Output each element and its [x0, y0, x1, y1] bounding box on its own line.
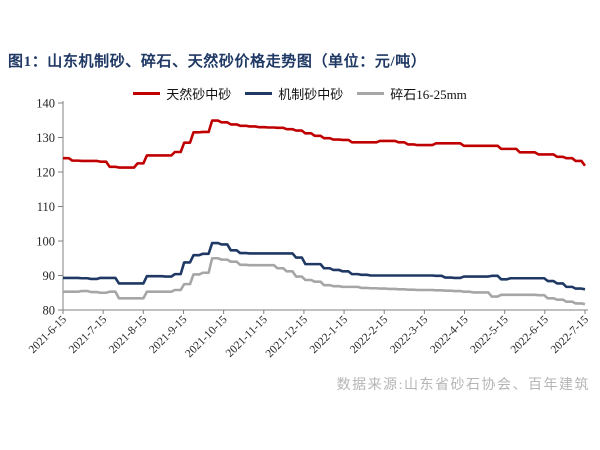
x-tick-label: 2022-3-15: [388, 313, 431, 356]
legend-label: 天然砂中砂: [166, 87, 232, 102]
legend-label: 碎石16-25mm: [390, 87, 467, 102]
x-tick-label: 2021-10-15: [183, 313, 230, 360]
x-tick-label: 2021-11-15: [224, 313, 270, 359]
data-source-note: 数据来源:山东省砂石协会、百年建筑: [336, 378, 590, 393]
legend-line-swatch-red: [133, 92, 161, 95]
x-tick-label: 2022-7-15: [549, 313, 592, 356]
chart-title: 图1：山东机制砂、碎石、天然砂价格走势图（单位：元/吨）: [8, 54, 427, 70]
legend-label: 机制砂中砂: [278, 87, 344, 102]
legend-item-machine-sand: 机制砂中砂: [245, 84, 343, 103]
y-tick-label: 120: [36, 166, 55, 180]
y-tick-label: 100: [36, 235, 55, 249]
y-tick-label: 110: [37, 200, 55, 214]
x-tick-label: 2022-5-15: [468, 313, 511, 356]
x-tick-label: 2021-9-15: [147, 313, 190, 356]
legend-item-gravel: 碎石16-25mm: [357, 84, 467, 103]
x-tick-label: 2022-4-15: [428, 313, 471, 356]
x-tick-label: 2021-6-15: [27, 313, 70, 356]
x-tick-label: 2021-12-15: [264, 313, 311, 360]
y-tick-label: 80: [43, 304, 56, 318]
x-tick-label: 2022-6-15: [509, 313, 552, 356]
legend-line-swatch-gray: [357, 92, 385, 95]
series-line-碎石16-25mm: [63, 256, 586, 306]
x-tick-label: 2021-7-15: [67, 313, 110, 356]
series-line-天然砂中砂: [63, 119, 587, 169]
x-tick-label: 2021-8-15: [107, 313, 150, 356]
x-tick-label: 2022-1-15: [308, 313, 351, 356]
y-tick-label: 130: [36, 131, 55, 145]
legend-line-swatch-navy: [245, 92, 273, 95]
series-line-机制砂中砂: [63, 241, 586, 291]
chart-legend: 天然砂中砂 机制砂中砂 碎石16-25mm: [0, 84, 600, 103]
y-tick-label: 90: [43, 269, 56, 283]
y-tick-label: 140: [36, 97, 55, 111]
legend-item-natural-sand: 天然砂中砂: [133, 84, 231, 103]
x-tick-label: 2022-2-15: [348, 313, 391, 356]
